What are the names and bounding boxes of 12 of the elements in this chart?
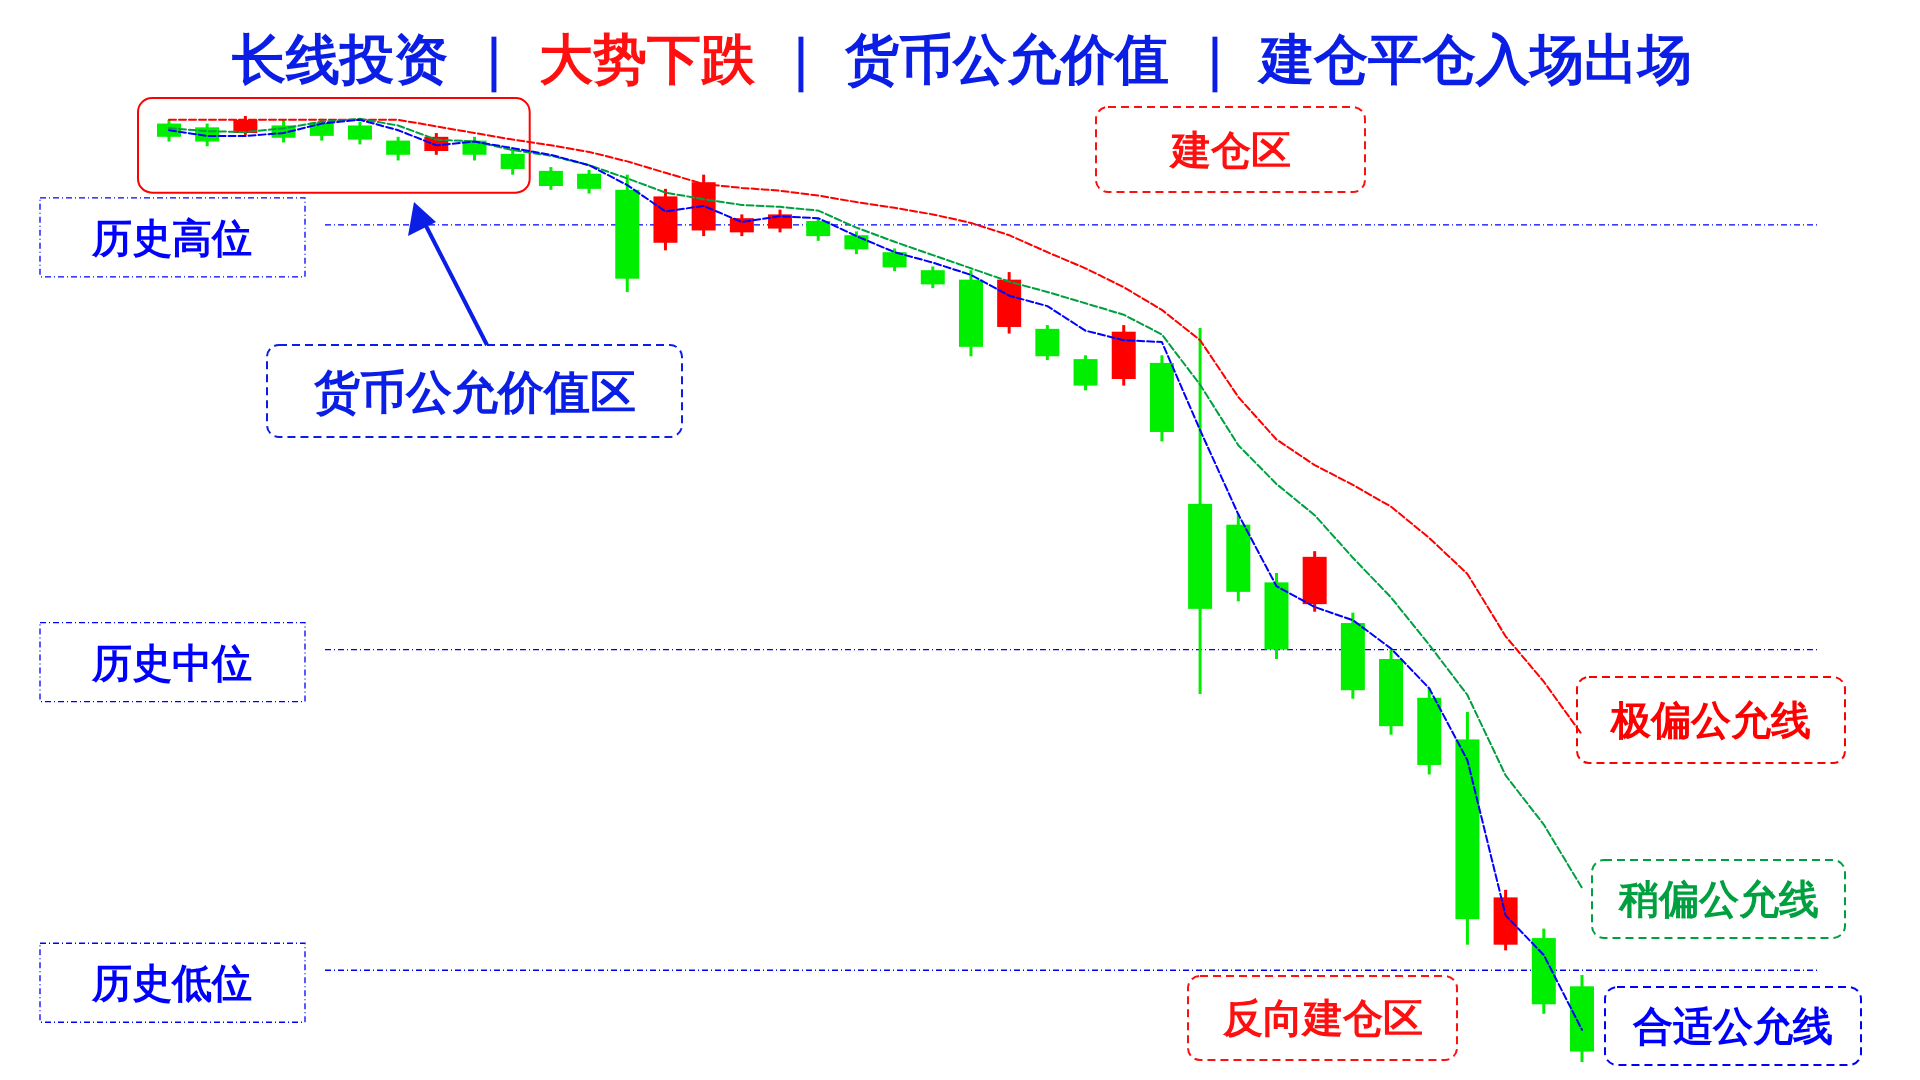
ref-line-label: 历史中位	[91, 638, 252, 686]
ref-line-label: 历史高位	[91, 213, 252, 261]
annotation: 反向建仓区	[1187, 975, 1458, 1061]
title: 长线投资 ｜ 大势下跌 ｜ 货币公允价值 ｜ 建仓平仓入场出场	[232, 27, 1692, 91]
series-label: 稍偏公允线	[1617, 875, 1819, 922]
annotation: 反向建仓区	[1221, 994, 1423, 1042]
annotation: 建仓区	[1167, 125, 1291, 173]
annotation: 建仓区	[1095, 106, 1366, 193]
ref-line-label: 历史低位	[91, 959, 252, 1007]
series-label: 合适公允线	[1632, 1002, 1833, 1049]
annotation: 货币公允价值区	[312, 364, 636, 419]
annotation: 货币公允价值区	[266, 344, 683, 438]
